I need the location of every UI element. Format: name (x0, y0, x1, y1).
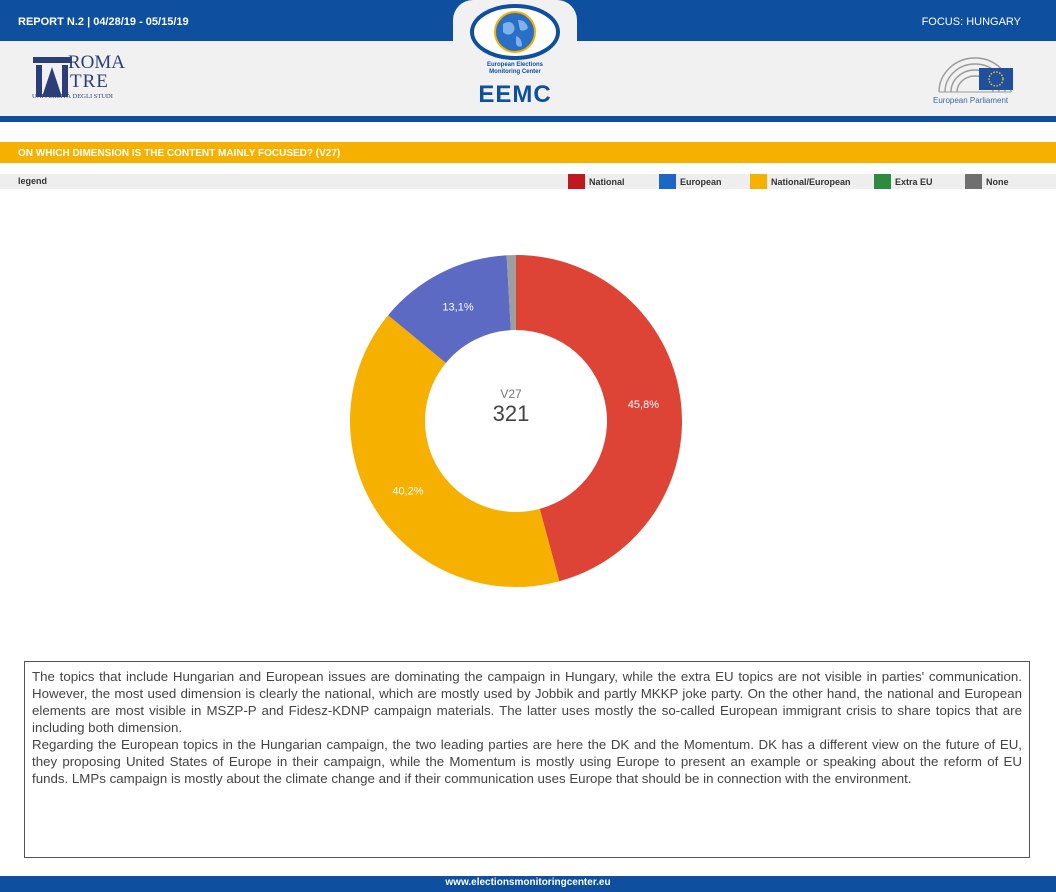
legend-swatch (965, 174, 982, 189)
legend-item-none: None (965, 174, 1009, 189)
donut-slice-national (516, 255, 682, 582)
eemc-subtitle-line2: Monitoring Center (489, 69, 541, 75)
legend-title: legend (18, 176, 48, 186)
roma-text: ROMA (68, 52, 126, 73)
legend-bar (0, 174, 1056, 189)
question-title: ON WHICH DIMENSION IS THE CONTENT MAINLY… (18, 148, 341, 159)
eye-globe-icon (470, 4, 560, 60)
donut-slice-label: 13,1% (442, 301, 473, 313)
question-bar (0, 142, 1056, 163)
eemc-subtitle-line1: European Elections (486, 62, 543, 68)
donut-slice-european (388, 255, 511, 363)
eemc-name: EEMC (478, 81, 552, 108)
header-divider (0, 116, 1056, 122)
legend-swatch (659, 174, 676, 189)
legend-swatch (568, 174, 585, 189)
tre-text: TRE (70, 71, 109, 92)
universita-text: UNIVERSITÀ DEGLI STUDI (32, 93, 113, 100)
donut-slice-label: 45,8% (628, 399, 659, 411)
analysis-paragraph-2: Regarding the European topics in the Hun… (32, 737, 1022, 786)
legend-item-national-european: National/European (750, 174, 851, 189)
analysis-box: The topics that include Hungarian and Eu… (24, 661, 1030, 858)
donut-slice-national-european (349, 315, 560, 587)
legend-label: National (589, 176, 625, 187)
footer-url-link[interactable]: www.electionsmonitoringcenter.eu (445, 877, 611, 888)
analysis-paragraph-1: The topics that include Hungarian and Eu… (32, 669, 1022, 735)
donut-slice-none (506, 255, 516, 331)
donut-center-label: V27 (500, 387, 522, 401)
legend-label: European (680, 176, 722, 187)
report-label: REPORT N.2 | 04/28/19 - 05/15/19 (18, 16, 189, 28)
legend-item-extra-eu: Extra EU (874, 174, 933, 189)
european-parliament-logo (938, 57, 1013, 93)
donut-chart: 45,8% 40,2% 13,1% V27 321 (349, 255, 682, 587)
legend-label: National/European (771, 176, 851, 187)
donut-slice-label: 40,2% (392, 486, 423, 498)
legend-swatch (874, 174, 891, 189)
legend-label: Extra EU (895, 176, 933, 187)
legend-swatch (750, 174, 767, 189)
donut-center-value: 321 (493, 401, 530, 426)
focus-label: FOCUS: HUNGARY (921, 16, 1021, 28)
roma-tre-logo (33, 57, 71, 97)
footer-bar (0, 876, 1056, 892)
legend-item-national: National (568, 174, 625, 189)
european-parliament-label: European Parliament (933, 96, 1009, 105)
legend-label: None (986, 176, 1009, 187)
legend-item-european: European (659, 174, 722, 189)
eemc-subtitle: European Elections Monitoring Center (453, 62, 577, 76)
